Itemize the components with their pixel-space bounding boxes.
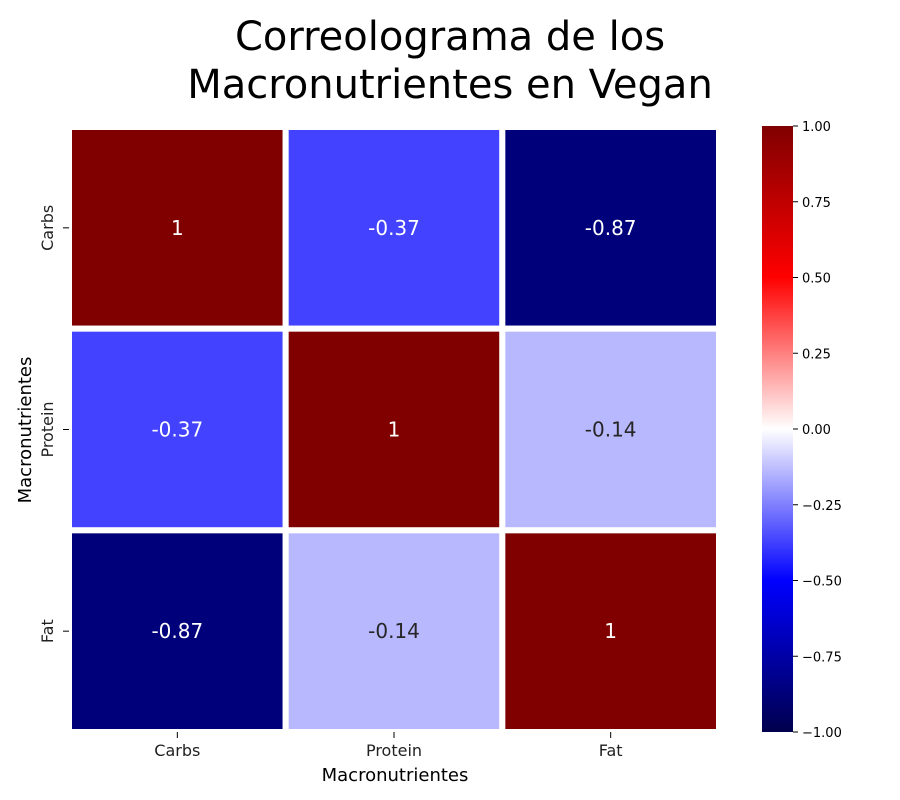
cell-annotation: -0.37 <box>151 418 203 442</box>
colorbar-tick-label: −1.00 <box>802 726 842 741</box>
x-axis-ticks: Carbs Protein Fat <box>154 732 623 760</box>
heatmap-cell <box>282 527 506 735</box>
colorbar-tick-label: −0.50 <box>802 575 842 590</box>
colorbar-tick-label: 0.50 <box>802 272 831 287</box>
colorbar-tick-label: 0.00 <box>802 423 831 438</box>
cell-annotation: -0.14 <box>368 619 420 643</box>
x-tick-label: Protein <box>366 741 422 760</box>
cell-annotation: 1 <box>388 418 401 442</box>
colorbar-tick-label: 1.00 <box>802 120 831 135</box>
chart-title-line-1: Correolograma de los <box>235 14 665 60</box>
colorbar-tick-label: −0.75 <box>802 650 842 665</box>
y-tick-label: Protein <box>38 401 57 457</box>
heatmap-cell <box>499 325 723 534</box>
colorbar-tick-label: 0.25 <box>802 347 831 362</box>
y-axis-ticks: Carbs Protein Fat <box>38 205 69 643</box>
colorbar-tick-label: 0.75 <box>802 196 831 211</box>
chart-title-line-2: Macronutrientes en Vegan <box>187 62 713 108</box>
colorbar-tick-label: −0.25 <box>802 499 842 514</box>
x-tick-label: Carbs <box>154 741 200 760</box>
cell-annotation: 1 <box>604 619 617 643</box>
cell-annotation: -0.14 <box>585 418 637 442</box>
y-axis-label: Macronutrientes <box>15 357 36 504</box>
colorbar <box>762 126 793 732</box>
x-tick-label: Fat <box>599 741 623 760</box>
cell-annotation: -0.87 <box>151 619 203 643</box>
cell-annotation: -0.37 <box>368 216 420 240</box>
x-axis-label: Macronutrientes <box>322 765 469 786</box>
heatmap-cells: 1 -0.37 -0.87 -0.37 1 -0.14 -0.87 -0.14 1 <box>66 124 723 735</box>
heatmap-cell <box>282 124 506 332</box>
y-tick-label: Fat <box>38 619 57 643</box>
y-tick-label: Carbs <box>38 205 57 251</box>
colorbar-ticks: 1.00 0.75 0.50 0.25 0.00 −0.25 −0.50 −0.75 −1.00 <box>793 120 842 741</box>
cell-annotation: -0.87 <box>585 216 637 240</box>
cell-annotation: 1 <box>171 216 184 240</box>
